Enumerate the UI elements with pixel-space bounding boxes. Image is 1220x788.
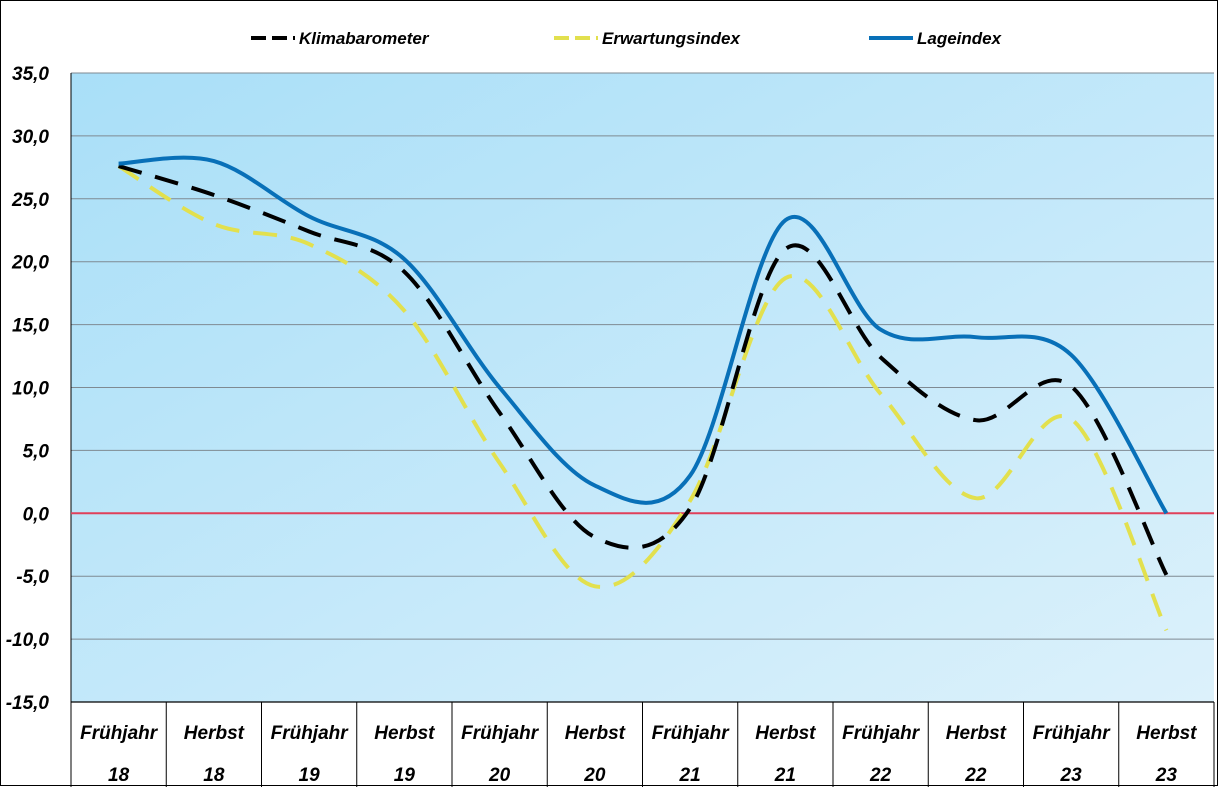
x-category-label: Frühjahr: [271, 723, 350, 744]
x-category-year: 23: [1155, 765, 1178, 786]
series-line-lageindex: [118, 155, 1169, 515]
x-category-label: Herbst: [946, 723, 1007, 744]
x-category-year: 20: [583, 765, 606, 786]
x-category-year: 21: [774, 765, 796, 786]
y-axis: 35,0 30,0 25,0 20,0 15,0 10,0 5,0 0,0 -5,0 -10,0 -…: [6, 64, 72, 714]
series-line-klimabarometer: [118, 164, 1169, 576]
y-tick-label: 5,0: [23, 441, 50, 462]
y-tick-label: 15,0: [12, 316, 49, 337]
y-tick-label: 10,0: [12, 379, 49, 400]
x-category-label: Herbst: [755, 723, 816, 744]
x-category-label: Herbst: [374, 723, 435, 744]
x-category-year: 18: [203, 765, 225, 786]
y-tick-label: 30,0: [12, 127, 49, 148]
y-tick-label: 35,0: [12, 64, 49, 85]
x-category-label: Herbst: [184, 723, 245, 744]
category-table: Frühjahr 18 Herbst 18 Frühjahr 19 Herbst 19 Früh…: [70, 701, 1215, 787]
legend-label: Lageindex: [917, 29, 1003, 48]
x-category-year: 20: [488, 765, 511, 786]
legend-label: Klimabarometer: [299, 29, 430, 48]
x-category-year: 23: [1060, 765, 1083, 786]
x-category-year: 19: [299, 765, 321, 786]
x-category-label: Frühjahr: [80, 723, 159, 744]
x-category-year: 22: [964, 765, 987, 786]
series-lines: [71, 155, 1214, 632]
x-category-year: 18: [108, 765, 130, 786]
y-tick-label: -15,0: [6, 693, 50, 714]
x-category-year: 22: [869, 765, 892, 786]
y-tick-label: 25,0: [11, 190, 49, 211]
y-tick-label: 20,0: [11, 253, 49, 274]
x-category-label: Herbst: [1136, 723, 1197, 744]
x-category-label: Frühjahr: [652, 723, 731, 744]
x-category-year: 21: [679, 765, 701, 786]
x-category-year: 19: [394, 765, 416, 786]
x-category-label: Herbst: [565, 723, 626, 744]
legend-label: Erwartungsindex: [602, 29, 741, 48]
y-tick-label: -10,0: [6, 630, 50, 651]
y-tick-label: -5,0: [16, 567, 49, 588]
series-line-erwartungsindex: [117, 164, 1169, 632]
legend: Klimabarometer Erwartungsindex Lageindex: [251, 29, 1003, 48]
x-category-label: Frühjahr: [1033, 723, 1112, 744]
y-tick-label: 0,0: [23, 504, 50, 525]
x-category-label: Frühjahr: [461, 723, 540, 744]
x-category-label: Frühjahr: [842, 723, 921, 744]
